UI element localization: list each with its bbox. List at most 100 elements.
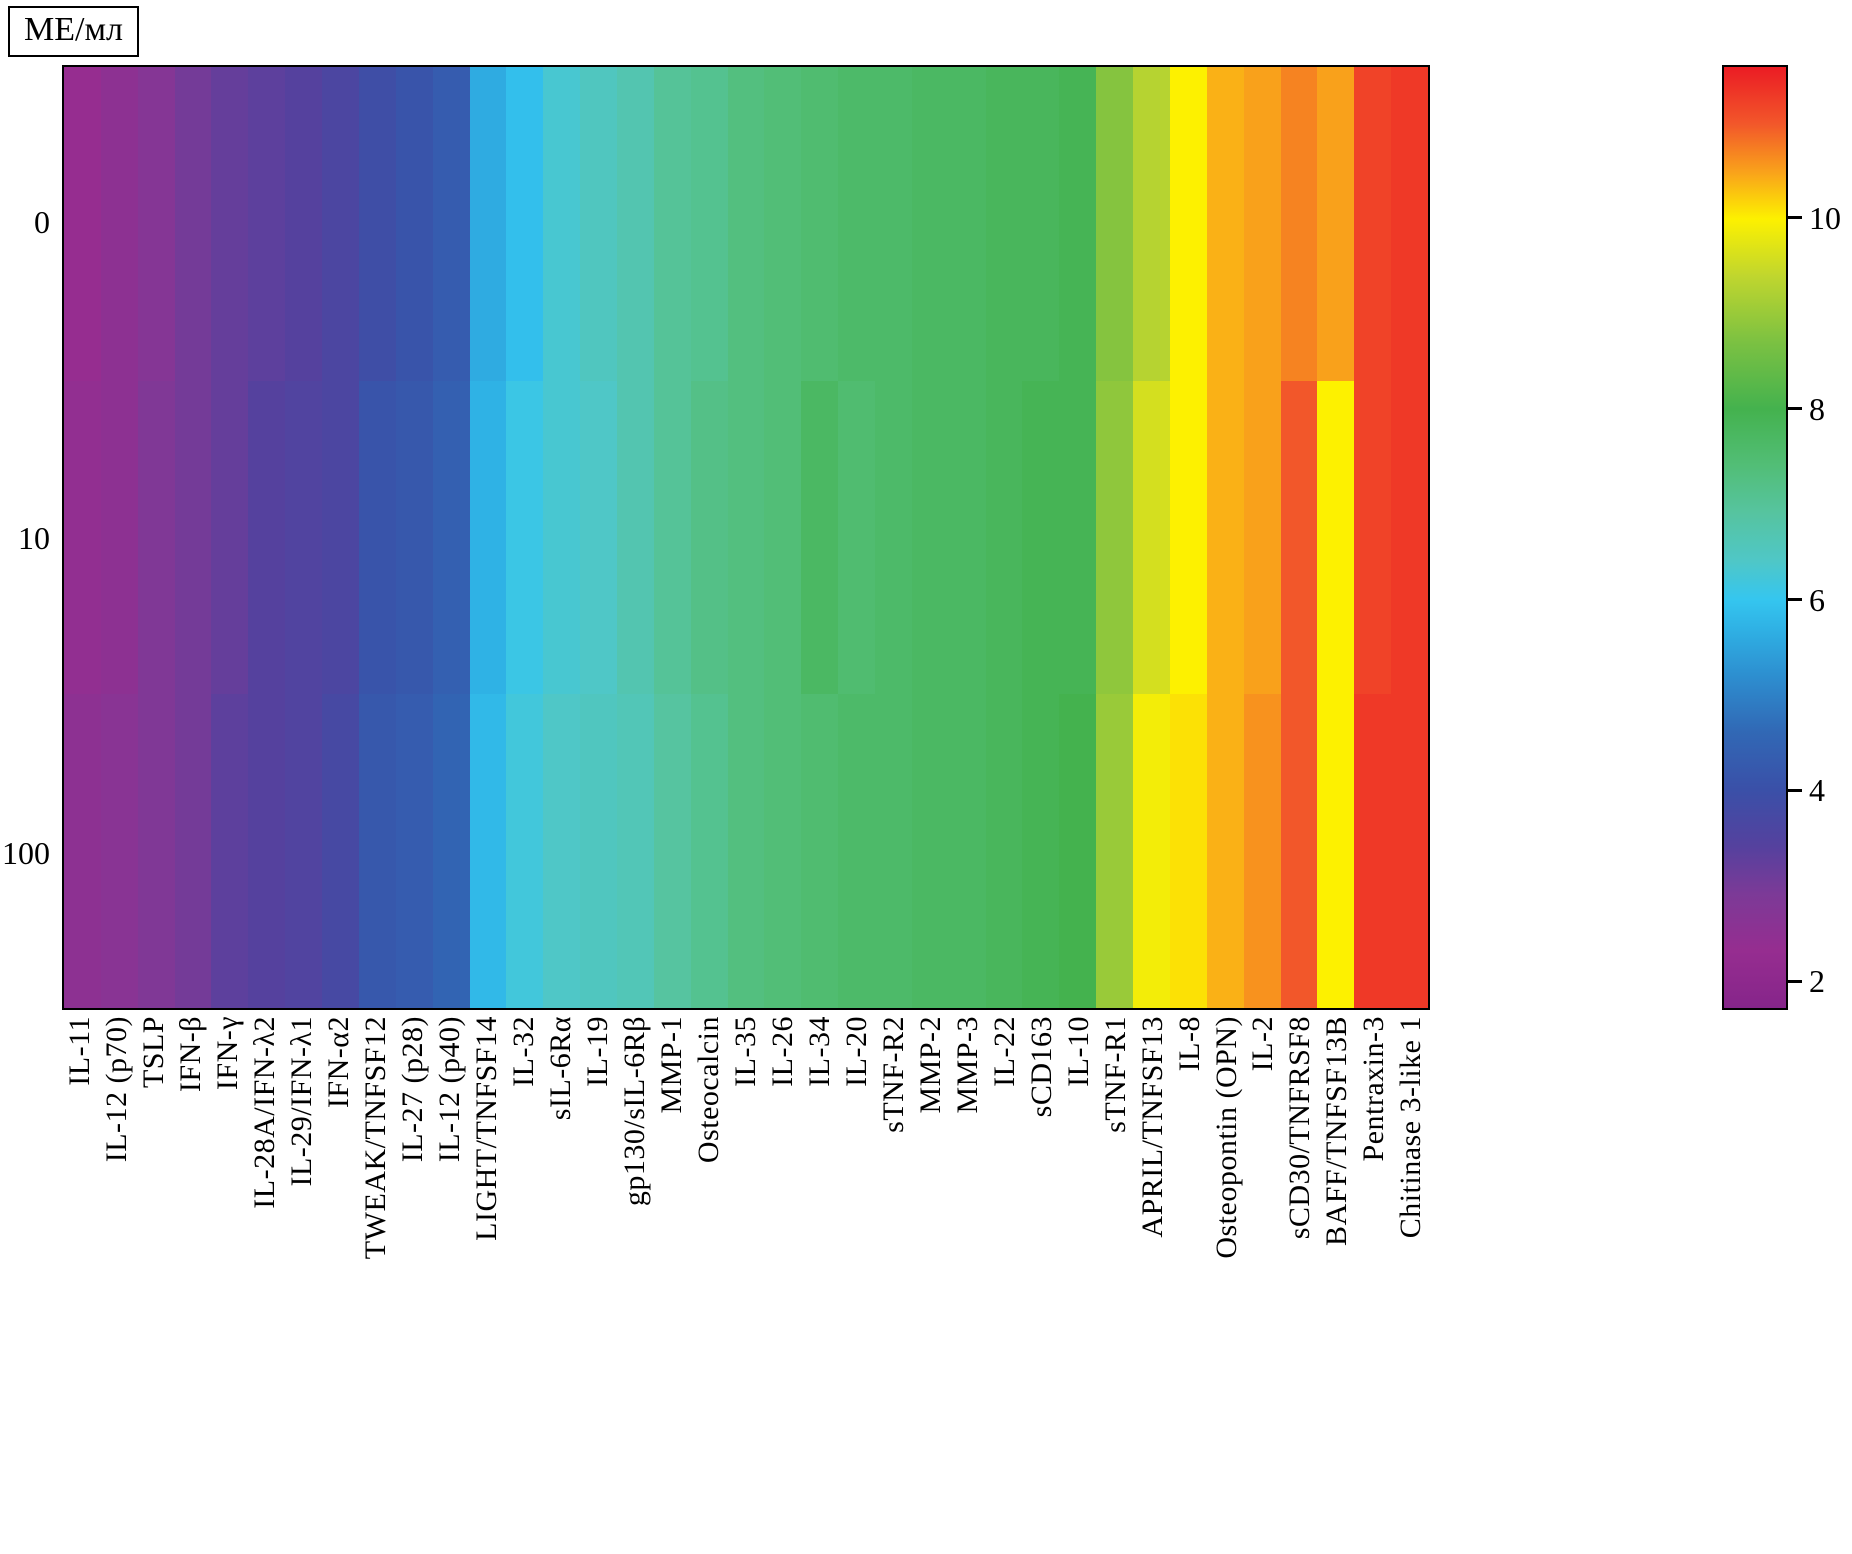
x-tick-label: IL-12 (p40) (433, 1016, 467, 1163)
colorbar-tick-mark (1788, 598, 1802, 602)
colorbar-tick-label: 4 (1809, 772, 1825, 809)
heatmap-cell (1243, 380, 1281, 695)
heatmap-cell (1243, 694, 1281, 1008)
x-tick-label: IL-32 (507, 1016, 541, 1087)
x-tick: IL-10 (1060, 1016, 1097, 1550)
x-tick-label: IL-35 (728, 1016, 762, 1087)
x-tick-label: IL-19 (581, 1016, 615, 1087)
x-tick-label: Osteopontin (OPN) (1209, 1016, 1243, 1259)
heatmap-cell (1206, 380, 1244, 695)
heatmap-cell (285, 694, 323, 1008)
colorbar (1722, 65, 1788, 1010)
heatmap-cell (1354, 694, 1392, 1008)
colorbar-tick: 10 (1788, 202, 1841, 234)
x-tick-label: IFN-α2 (322, 1016, 356, 1109)
heatmap-cell (580, 380, 617, 695)
x-tick-label: IFN-β (174, 1016, 208, 1093)
heatmap-cell (727, 694, 765, 1008)
heatmap-cell (432, 67, 470, 381)
heatmap-cell (1133, 380, 1170, 695)
heatmap-cell (727, 380, 765, 695)
heatmap-cell (985, 694, 1023, 1008)
heatmap-cell (653, 694, 691, 1008)
x-tick-label: IL-2 (1246, 1016, 1280, 1072)
x-tick: IL-26 (764, 1016, 801, 1550)
heatmap-cell (248, 380, 286, 695)
heatmap-cell (838, 67, 876, 381)
heatmap-cell (174, 67, 212, 381)
x-tick-label: sCD163 (1024, 1016, 1058, 1118)
y-tick-label: 100 (2, 834, 50, 871)
x-tick: APRIL/TNFSF13 (1134, 1016, 1171, 1550)
heatmap (62, 65, 1430, 1010)
heatmap-cell (322, 67, 359, 381)
colorbar-tick-label: 2 (1809, 963, 1825, 1000)
heatmap-cell (727, 67, 765, 381)
x-tick: IL-8 (1171, 1016, 1208, 1550)
heatmap-cell (948, 67, 986, 381)
heatmap-cell (1354, 380, 1392, 695)
heatmap-cell (764, 694, 802, 1008)
heatmap-cell (432, 380, 470, 695)
heatmap-cell (1317, 694, 1355, 1008)
heatmap-cell (1206, 67, 1244, 381)
heatmap-cell (395, 380, 433, 695)
heatmap-cell (1059, 67, 1097, 381)
x-tick: IFN-β (173, 1016, 210, 1550)
heatmap-cell (838, 380, 876, 695)
heatmap-cell (1280, 67, 1318, 381)
heatmap-cell (911, 67, 949, 381)
units-label: МЕ/мл (8, 6, 139, 58)
heatmap-cell (211, 694, 249, 1008)
heatmap-cell (764, 380, 802, 695)
x-tick: IL-34 (801, 1016, 838, 1550)
x-tick: Osteopontin (OPN) (1208, 1016, 1245, 1550)
heatmap-cell (1096, 694, 1134, 1008)
colorbar-tick: 4 (1788, 774, 1825, 806)
heatmap-cell (506, 67, 544, 381)
x-tick: IL-2 (1245, 1016, 1282, 1550)
heatmap-cell (64, 67, 101, 381)
x-tick-label: sCD30/TNFRSF8 (1283, 1016, 1317, 1240)
heatmap-cell (1280, 380, 1318, 695)
heatmap-cell (248, 67, 286, 381)
x-tick: BAFF/TNFSF13B (1319, 1016, 1356, 1550)
heatmap-cell (911, 380, 949, 695)
heatmap-cell (543, 67, 581, 381)
heatmap-cell (690, 380, 728, 695)
heatmap-cell (358, 380, 396, 695)
x-tick: IL-35 (727, 1016, 764, 1550)
colorbar-tick: 6 (1788, 584, 1825, 616)
heatmap-cell (948, 380, 986, 695)
heatmap-cell (985, 380, 1023, 695)
x-tick: MMP-3 (949, 1016, 986, 1550)
x-tick: IL-19 (580, 1016, 617, 1550)
x-tick-label: TWEAK/TNFSF12 (359, 1016, 393, 1260)
heatmap-cell (543, 380, 581, 695)
heatmap-cell (137, 67, 175, 381)
x-tick-label: IL-11 (63, 1016, 97, 1086)
x-tick: Osteocalcin (690, 1016, 727, 1550)
heatmap-cell (174, 380, 212, 695)
heatmap-cell (875, 380, 912, 695)
heatmap-cell (1096, 380, 1134, 695)
x-tick: TSLP (136, 1016, 173, 1550)
x-tick: IL-12 (p70) (99, 1016, 136, 1550)
heatmap-cell (64, 694, 101, 1008)
heatmap-cell (875, 67, 912, 381)
x-tick-label: IL-28A/IFN-λ2 (248, 1016, 282, 1209)
x-tick-label: IFN-γ (211, 1016, 245, 1091)
heatmap-cell (1022, 67, 1060, 381)
heatmap-cell (322, 380, 359, 695)
x-tick-label: IL-20 (839, 1016, 873, 1087)
x-tick: IL-32 (506, 1016, 543, 1550)
heatmap-cell (248, 694, 286, 1008)
x-tick-label: APRIL/TNFSF13 (1135, 1016, 1169, 1238)
heatmap-cell (137, 694, 175, 1008)
heatmap-cell (616, 67, 654, 381)
heatmap-cell (948, 694, 986, 1008)
x-tick: gp130/sIL-6Rβ (617, 1016, 654, 1550)
x-tick: IFN-α2 (321, 1016, 358, 1550)
heatmap-cell (1059, 380, 1097, 695)
